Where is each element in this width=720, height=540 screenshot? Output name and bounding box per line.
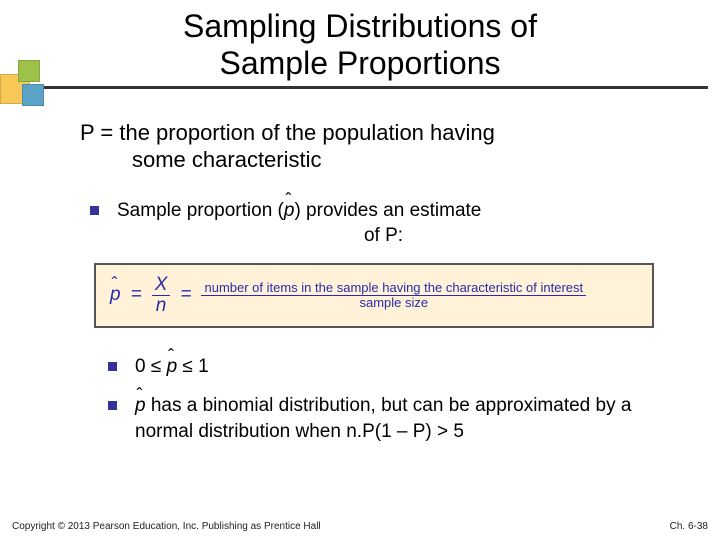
bullet-2: 0 ≤ p ≤ 1 [108,354,650,380]
formula-frac-1: X n [152,275,171,316]
frac1-num: X [152,275,171,296]
definition-line-1: P = the proportion of the population hav… [80,119,650,147]
bullet-marker [108,401,117,410]
bullet-1: Sample proportion (p) provides an estima… [90,198,650,249]
bullet-3-text: p has a binomial distribution, but can b… [135,393,650,444]
bullet-2-text: 0 ≤ p ≤ 1 [135,354,650,380]
formula-lhs: p [110,284,121,306]
corner-decoration [0,60,48,116]
formula-eq-2: = [180,284,191,306]
bullet-1-line2: of P: [117,223,650,249]
page-number: Ch. 6-38 [670,521,708,532]
definition-line-2: some characteristic [80,146,650,174]
bullet-1-post: ) provides an estimate [294,200,481,221]
bullet-3: p has a binomial distribution, but can b… [108,393,650,444]
frac1-den: n [153,296,170,316]
bullet-2-post: ≤ 1 [177,356,209,377]
bullet-3-post: has a binomial distribution, but can be … [135,395,631,442]
formula-frac-2: number of items in the sample having the… [201,281,586,309]
definition-text: P = the proportion of the population hav… [80,119,650,174]
frac2-num: number of items in the sample having the… [201,281,586,296]
deco-square-3 [22,84,44,106]
title-line-1: Sampling Distributions of [0,8,720,45]
phat-symbol: p [284,198,295,224]
title-line-2: Sample Proportions [0,45,720,82]
bullet-1-pre: Sample proportion ( [117,200,284,221]
bullet-1-text: Sample proportion (p) provides an estima… [117,198,650,249]
bullet-marker [90,206,99,215]
copyright-text: Copyright © 2013 Pearson Education, Inc.… [12,521,321,532]
content-area: P = the proportion of the population hav… [0,89,720,445]
phat-symbol: p [167,354,178,380]
bullet-2-pre: 0 ≤ [135,356,167,377]
frac2-den: sample size [356,296,431,310]
formula-eq-1: = [131,284,142,306]
bullet-marker [108,362,117,371]
formula-box: p = X n = number of items in the sample … [94,263,654,328]
phat-symbol: p [135,393,146,419]
slide-title: Sampling Distributions of Sample Proport… [0,0,720,82]
slide-footer: Copyright © 2013 Pearson Education, Inc.… [12,521,708,532]
deco-square-2 [18,60,40,82]
